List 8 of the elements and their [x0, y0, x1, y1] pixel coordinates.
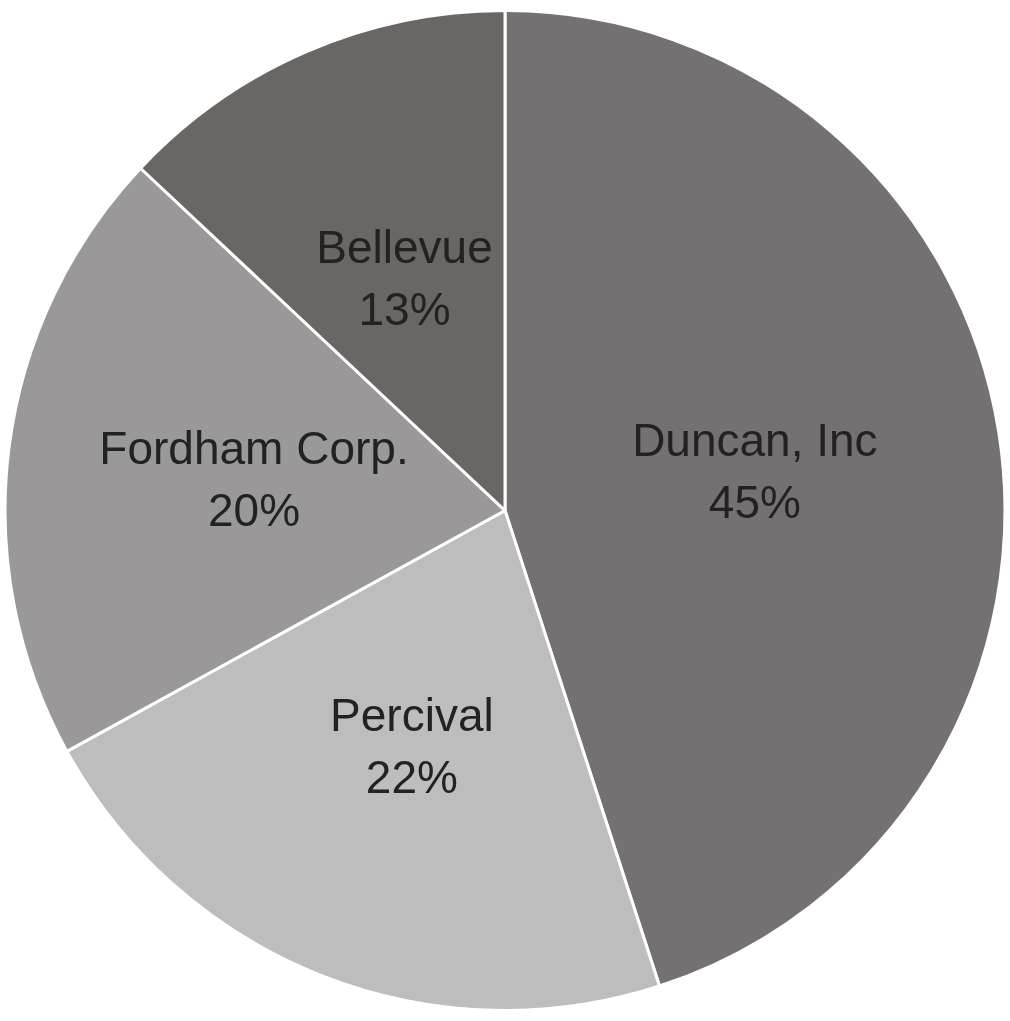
- data-label: 13%: [358, 283, 451, 336]
- slice-label: Fordham Corp.: [99, 421, 409, 474]
- data-label: 20%: [207, 483, 301, 536]
- slice-label: Bellevue: [316, 221, 493, 274]
- data-label: 22%: [365, 750, 458, 803]
- slice-label: Duncan, Inc: [632, 413, 878, 466]
- data-label: 45%: [708, 475, 801, 528]
- slice-label: Percival: [330, 688, 494, 741]
